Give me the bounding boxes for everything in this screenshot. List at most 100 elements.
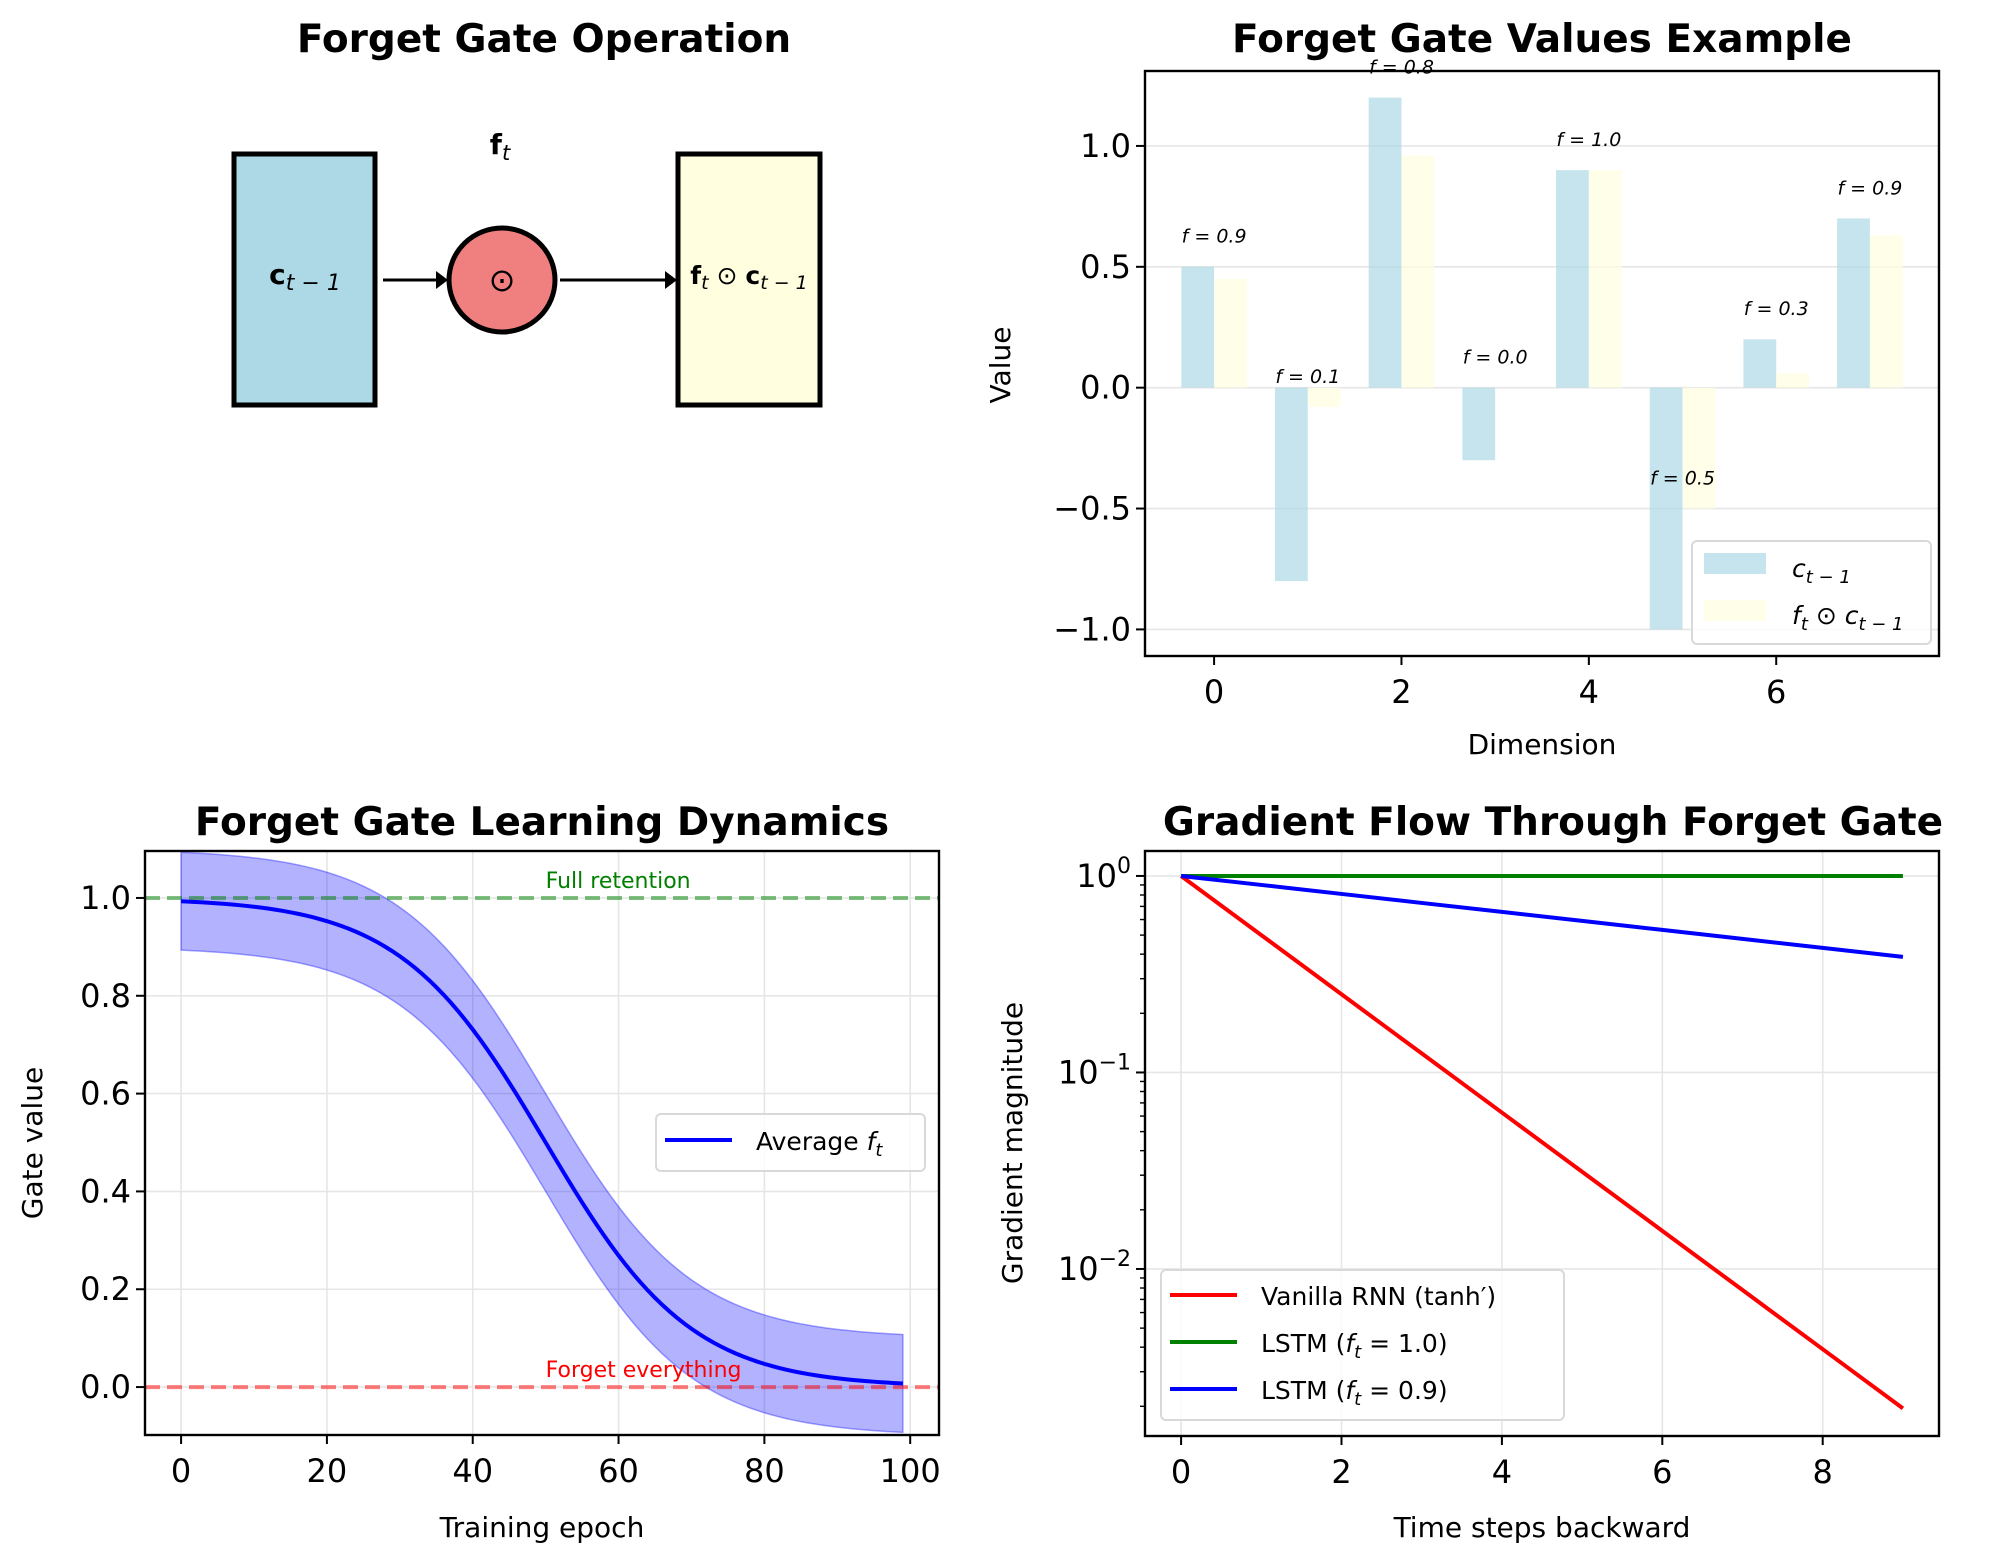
bar-previous-cell [1837, 218, 1870, 388]
ytick-label: 1.0 [1080, 127, 1131, 165]
bar-chart-title: Forget Gate Values Example [1232, 17, 1852, 62]
bar-chart-bars [1181, 97, 1903, 630]
bar-annotation: f = 0.9 [1837, 177, 1902, 199]
bar-gated-cell [1776, 373, 1810, 388]
bar-chart-annotations: f = 0.9 f = 0.1 f = 0.8 f = 0.0 f = 1.0 f = 0… [1182, 56, 1903, 489]
ytick-exponent: −1 [1099, 1050, 1131, 1075]
legend-swatch-product [1704, 600, 1766, 621]
legend-c-main: c [1792, 554, 1806, 583]
lstm-f09-line [1180, 873, 1904, 959]
gradient-flow-legend: Vanilla RNN (tanh′) LSTM (ft = 1.0) LSTM… [1160, 1269, 1565, 1421]
arrow-out-head [665, 271, 677, 289]
previous-cell-state-label: ct − 1 [269, 258, 341, 296]
learning-dynamics-plot: Full retention Forget everything [145, 851, 939, 1434]
ytick-exponent: 0 [1117, 854, 1131, 879]
ytick-label: 0.8 [80, 977, 131, 1015]
xtick-label: 100 [880, 1452, 941, 1490]
bar-previous-cell [1462, 387, 1496, 461]
bar-annotation: f = 0.5 [1650, 467, 1715, 489]
xtick-label: 6 [1766, 673, 1786, 711]
label-c: c [745, 261, 760, 290]
legend-label-average: Average ft [756, 1127, 883, 1161]
label-odot: ⊙ [709, 261, 746, 290]
arrow-in-head [436, 271, 448, 289]
forget-everything-label: Forget everything [546, 1358, 742, 1383]
gated-cell-state-box [675, 151, 823, 408]
ytick-base: 10 [1076, 857, 1117, 895]
label-f-sub: t [701, 272, 710, 294]
xtick-label: 40 [452, 1452, 493, 1490]
xtick-label: 6 [1652, 1453, 1672, 1491]
ytick-label: 0.6 [80, 1075, 131, 1113]
ytick-base: 10 [1058, 1250, 1099, 1288]
gate-label-sub: t [502, 141, 511, 165]
bar-previous-cell [1556, 170, 1589, 388]
legend-average-sub: t [875, 1140, 883, 1161]
legend-c-sub: t − 1 [1806, 567, 1851, 588]
legend-frame [1160, 1269, 1565, 1421]
gated-cell-state-label: ft ⊙ ct − 1 [690, 261, 808, 294]
legend-sub: t [1354, 1389, 1362, 1410]
legend-f-sub: t [1801, 614, 1809, 635]
xtick-label: 80 [744, 1452, 785, 1490]
xtick-label: 20 [307, 1452, 348, 1490]
legend-label-vanilla-rnn: Vanilla RNN (tanh′) [1261, 1282, 1496, 1311]
previous-cell-state-box [231, 151, 378, 408]
legend-label-c: ct − 1 [1792, 554, 1851, 588]
ytick-label: 1.0 [80, 879, 131, 917]
forget-gate-circle [446, 225, 558, 335]
hadamard-product-icon: ⊙ [489, 261, 516, 299]
bar-gated-cell [1869, 235, 1903, 388]
xtick-label: 4 [1492, 1453, 1512, 1491]
learning-dynamics-xlabel: Training epoch [439, 1511, 645, 1544]
xtick-label: 60 [598, 1452, 639, 1490]
gate-label: ft [490, 128, 511, 165]
xtick-label: 0 [171, 1452, 191, 1490]
learning-dynamics-frame [143, 849, 941, 1437]
bar-annotation: f = 1.0 [1556, 129, 1621, 151]
legend-label-lstm-09: LSTM (ft = 0.9) [1261, 1376, 1448, 1410]
confidence-band [180, 851, 904, 1434]
bar-previous-cell [1649, 387, 1683, 630]
full-retention-label: Full retention [546, 869, 691, 894]
bar-chart-ylabel: Value [984, 327, 1017, 404]
bar-previous-cell [1743, 339, 1777, 388]
label-main: c [269, 258, 286, 291]
legend-c-sub2: t − 1 [1858, 614, 1903, 635]
gradient-flow-plot [1179, 873, 1905, 1410]
bar-chart-ticks: −1.0 −0.5 0.0 0.5 1.0 0 2 4 6 [1053, 127, 1786, 711]
bar-gated-cell [1307, 387, 1341, 408]
learning-dynamics-legend: Average ft [655, 1113, 926, 1172]
bar-annotation: f = 0.8 [1369, 56, 1434, 78]
diagram-panel: Forget Gate Operation ct − 1 ⊙ ft ft ⊙ c… [231, 17, 823, 408]
ytick-label: 100 [1076, 854, 1131, 895]
gate-label-main: f [490, 128, 503, 161]
learning-dynamics-panel: Forget Gate Learning Dynamics Full reten… [16, 800, 941, 1544]
bar-previous-cell [1274, 387, 1308, 582]
legend-post: = 1.0) [1361, 1329, 1447, 1358]
ytick-exponent: −2 [1099, 1247, 1131, 1272]
bar-annotation: f = 0.1 [1275, 366, 1340, 388]
xtick-label: 2 [1331, 1453, 1351, 1491]
bar-previous-cell [1181, 266, 1215, 388]
label-f: f [690, 261, 702, 290]
bar-chart-panel: Forget Gate Values Example f = 0.9 f = 0.… [984, 17, 1941, 761]
ytick-label: −0.5 [1053, 490, 1131, 528]
ytick-label: 0.2 [80, 1270, 131, 1308]
bar-annotation: f = 0.9 [1182, 226, 1247, 248]
learning-dynamics-ylabel: Gate value [16, 1067, 49, 1219]
bar-annotation: f = 0.3 [1744, 298, 1809, 320]
gradient-flow-panel: Gradient Flow Through Forget Gate 10010−… [996, 800, 1943, 1544]
legend-odot-c: ⊙ c [1808, 601, 1859, 630]
bar-gated-cell [1214, 278, 1247, 388]
gradient-flow-ylabel: Gradient magnitude [996, 1002, 1029, 1284]
bar-chart-xlabel: Dimension [1468, 728, 1617, 761]
legend-sub: t [1354, 1342, 1362, 1363]
bar-gated-cell [1682, 387, 1716, 509]
label-sub: t − 1 [286, 271, 341, 296]
ytick-label: 0.0 [1080, 369, 1131, 407]
legend-label-product: ft ⊙ ct − 1 [1792, 601, 1904, 635]
xtick-label: 0 [1171, 1453, 1191, 1491]
diagram-title: Forget Gate Operation [297, 17, 791, 62]
